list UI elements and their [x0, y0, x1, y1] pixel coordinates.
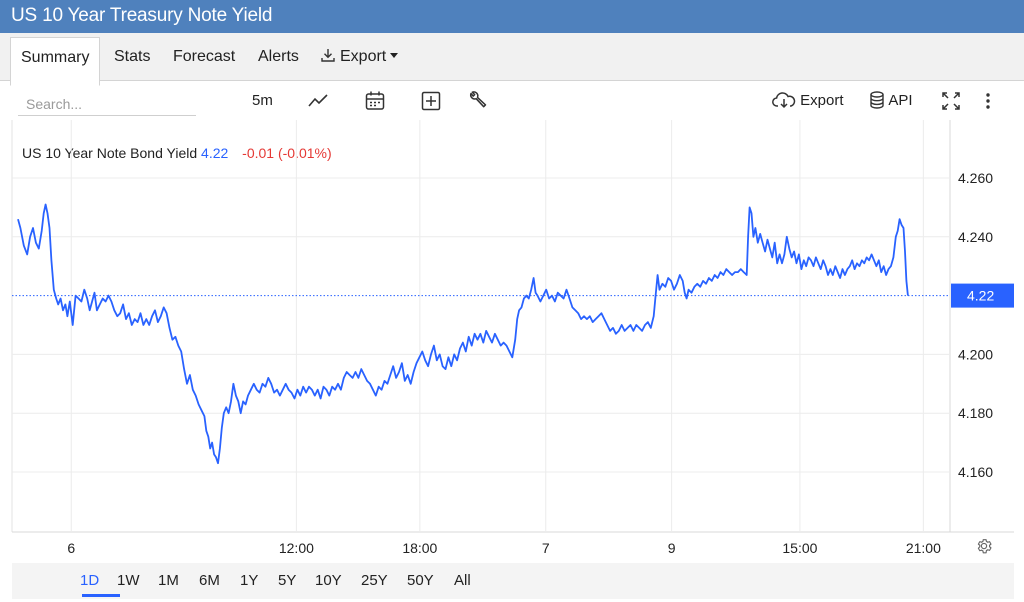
more-vertical-icon[interactable] [983, 90, 993, 112]
last-price-tag-label: 4.22 [967, 288, 994, 304]
api-button[interactable]: API [869, 90, 913, 112]
chevron-down-icon [390, 52, 399, 58]
y-tick-label: 4.260 [958, 170, 993, 186]
y-tick-label: 4.180 [958, 405, 993, 421]
tab-export-label: Export [340, 48, 387, 65]
tab-stats[interactable]: Stats [114, 48, 151, 65]
download-icon [321, 48, 335, 62]
yield-chart[interactable]: 4.260 4.240 4.200 4.180 4.160 6 12:00 18:00 7 9 15… [0, 0, 1024, 565]
chart-legend: US 10 Year Note Bond Yield 4.22 -0.01 (-… [22, 145, 332, 161]
calendar-icon[interactable] [365, 90, 385, 112]
legend-change: -0.01 (-0.01%) [242, 145, 332, 161]
plus-box-icon[interactable] [421, 90, 441, 112]
page-title: US 10 Year Treasury Note Yield [11, 5, 273, 26]
last-price-tag [951, 283, 1014, 308]
range-1d[interactable]: 1D [80, 572, 100, 589]
active-range-indicator [82, 594, 120, 597]
x-tick-label: 12:00 [279, 540, 314, 556]
x-tick-label: 7 [542, 540, 550, 556]
tab-bar: Summary Stats Forecast Alerts Export [0, 33, 1024, 86]
range-all[interactable]: All [454, 572, 471, 589]
range-6m[interactable]: 6M [199, 572, 220, 589]
range-10y[interactable]: 10Y [315, 572, 342, 589]
tab-forecast[interactable]: Forecast [173, 48, 236, 65]
x-tick-label: 6 [67, 540, 75, 556]
range-1w[interactable]: 1W [117, 572, 140, 589]
line-chart-icon[interactable] [307, 90, 329, 112]
export-chart-button[interactable]: Export [772, 90, 844, 112]
cloud-download-icon [772, 91, 796, 108]
range-1m[interactable]: 1M [158, 572, 179, 589]
range-selector: 1D 1W 1M 6M 1Y 5Y 10Y 25Y 50Y All [12, 563, 1014, 599]
x-tick-label: 9 [668, 540, 676, 556]
fullscreen-icon[interactable] [941, 90, 961, 112]
database-icon [870, 90, 884, 109]
interval-button[interactable]: 5m [252, 92, 273, 109]
y-tick-label: 4.240 [958, 229, 993, 245]
range-50y[interactable]: 50Y [407, 572, 434, 589]
gear-icon[interactable] [975, 537, 993, 555]
export-chart-label: Export [800, 92, 844, 109]
x-tick-label: 15:00 [782, 540, 817, 556]
search-input[interactable] [18, 92, 196, 116]
chart-toolbar: 5m Export API [0, 82, 1024, 120]
range-25y[interactable]: 25Y [361, 572, 388, 589]
tab-alerts[interactable]: Alerts [258, 48, 299, 65]
api-label: API [888, 92, 913, 109]
wrench-icon[interactable] [468, 90, 488, 112]
title-bar: US 10 Year Treasury Note Yield [0, 0, 1024, 33]
y-tick-label: 4.200 [958, 346, 993, 362]
tab-export[interactable]: Export [320, 33, 399, 81]
legend-series-name: US 10 Year Note Bond Yield [22, 145, 198, 161]
x-tick-label: 18:00 [402, 540, 437, 556]
series-line [17, 203, 909, 465]
legend-value: 4.22 [201, 145, 229, 161]
range-1y[interactable]: 1Y [240, 572, 259, 589]
range-5y[interactable]: 5Y [278, 572, 297, 589]
y-tick-label: 4.160 [958, 464, 993, 480]
tab-summary[interactable]: Summary [10, 37, 101, 86]
x-tick-label: 21:00 [906, 540, 941, 556]
